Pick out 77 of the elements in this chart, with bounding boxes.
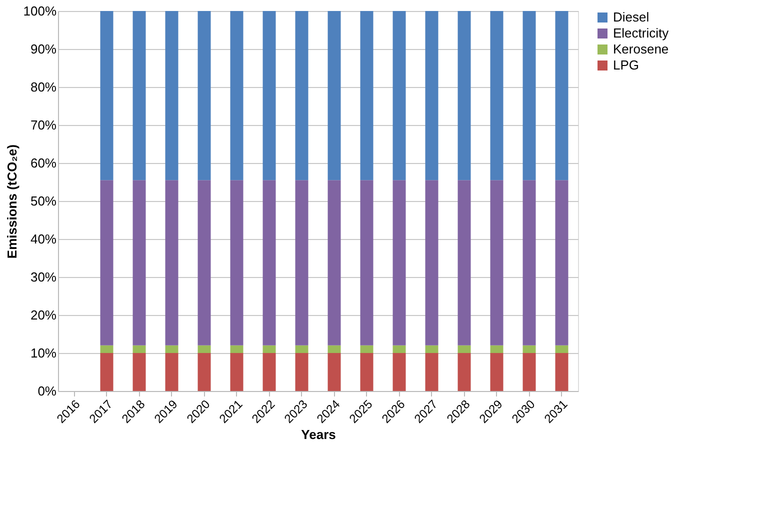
bar — [328, 345, 341, 353]
bar — [425, 180, 438, 346]
bar — [522, 11, 536, 180]
bar — [262, 345, 276, 353]
y-tick-label: 60% — [30, 156, 57, 170]
bar — [555, 180, 568, 346]
y-tick-label: 70% — [30, 118, 57, 132]
bar — [295, 180, 308, 346]
bar — [295, 345, 308, 353]
bar — [360, 180, 374, 346]
bar — [360, 11, 374, 180]
legend-label: Kerosene — [613, 42, 669, 56]
bar — [392, 180, 406, 346]
bar — [392, 11, 406, 180]
bar — [132, 345, 146, 353]
bar — [522, 353, 536, 391]
y-tick-label: 100% — [23, 4, 57, 18]
bar — [458, 345, 471, 353]
bar — [328, 11, 341, 180]
bar — [165, 353, 178, 391]
legend-label: Electricity — [613, 26, 670, 40]
bar — [522, 180, 536, 346]
x-axis-title: Years — [301, 427, 336, 442]
y-tick-label: 10% — [30, 346, 57, 360]
bar — [490, 180, 504, 346]
bar — [425, 11, 438, 180]
y-axis-title: Emissions (tCO₂e) — [4, 144, 20, 259]
bar — [392, 353, 406, 391]
bar — [100, 180, 114, 346]
bar — [555, 11, 568, 180]
bar — [360, 353, 374, 391]
bar — [230, 345, 244, 353]
legend-label: LPG — [613, 58, 640, 72]
bar — [198, 353, 211, 391]
bar — [555, 345, 568, 353]
bar — [230, 353, 244, 391]
bar — [328, 353, 341, 391]
bar — [262, 11, 276, 180]
bar — [522, 345, 536, 353]
bar — [458, 180, 471, 346]
bar — [100, 345, 114, 353]
bar — [165, 180, 178, 346]
bar — [425, 353, 438, 391]
y-tick-label: 50% — [30, 194, 57, 208]
bar — [100, 11, 114, 180]
bar — [100, 353, 114, 391]
bar — [490, 353, 504, 391]
bar — [458, 11, 471, 180]
bar — [262, 353, 276, 391]
bar — [132, 353, 146, 391]
bar — [165, 11, 178, 180]
bar — [132, 11, 146, 180]
bar — [490, 11, 504, 180]
bar — [425, 345, 438, 353]
bar — [360, 345, 374, 353]
y-tick-label: 90% — [30, 42, 57, 56]
bar — [328, 180, 341, 346]
bar — [262, 180, 276, 346]
bar — [458, 353, 471, 391]
bar — [198, 180, 211, 346]
y-tick-label: 80% — [30, 80, 57, 94]
y-tick-label: 40% — [30, 232, 57, 246]
bar — [230, 11, 244, 180]
bar — [165, 345, 178, 353]
bar — [555, 353, 568, 391]
bar — [295, 353, 308, 391]
legend-label: Diesel — [613, 10, 650, 24]
y-tick-label: 20% — [30, 308, 57, 322]
bar — [392, 345, 406, 353]
bar — [295, 11, 308, 180]
y-tick-label: 0% — [38, 384, 57, 398]
y-tick-label: 30% — [30, 270, 57, 284]
bar — [230, 180, 244, 346]
bar — [490, 345, 504, 353]
bar — [132, 180, 146, 346]
bar — [198, 345, 211, 353]
bar — [198, 11, 211, 180]
